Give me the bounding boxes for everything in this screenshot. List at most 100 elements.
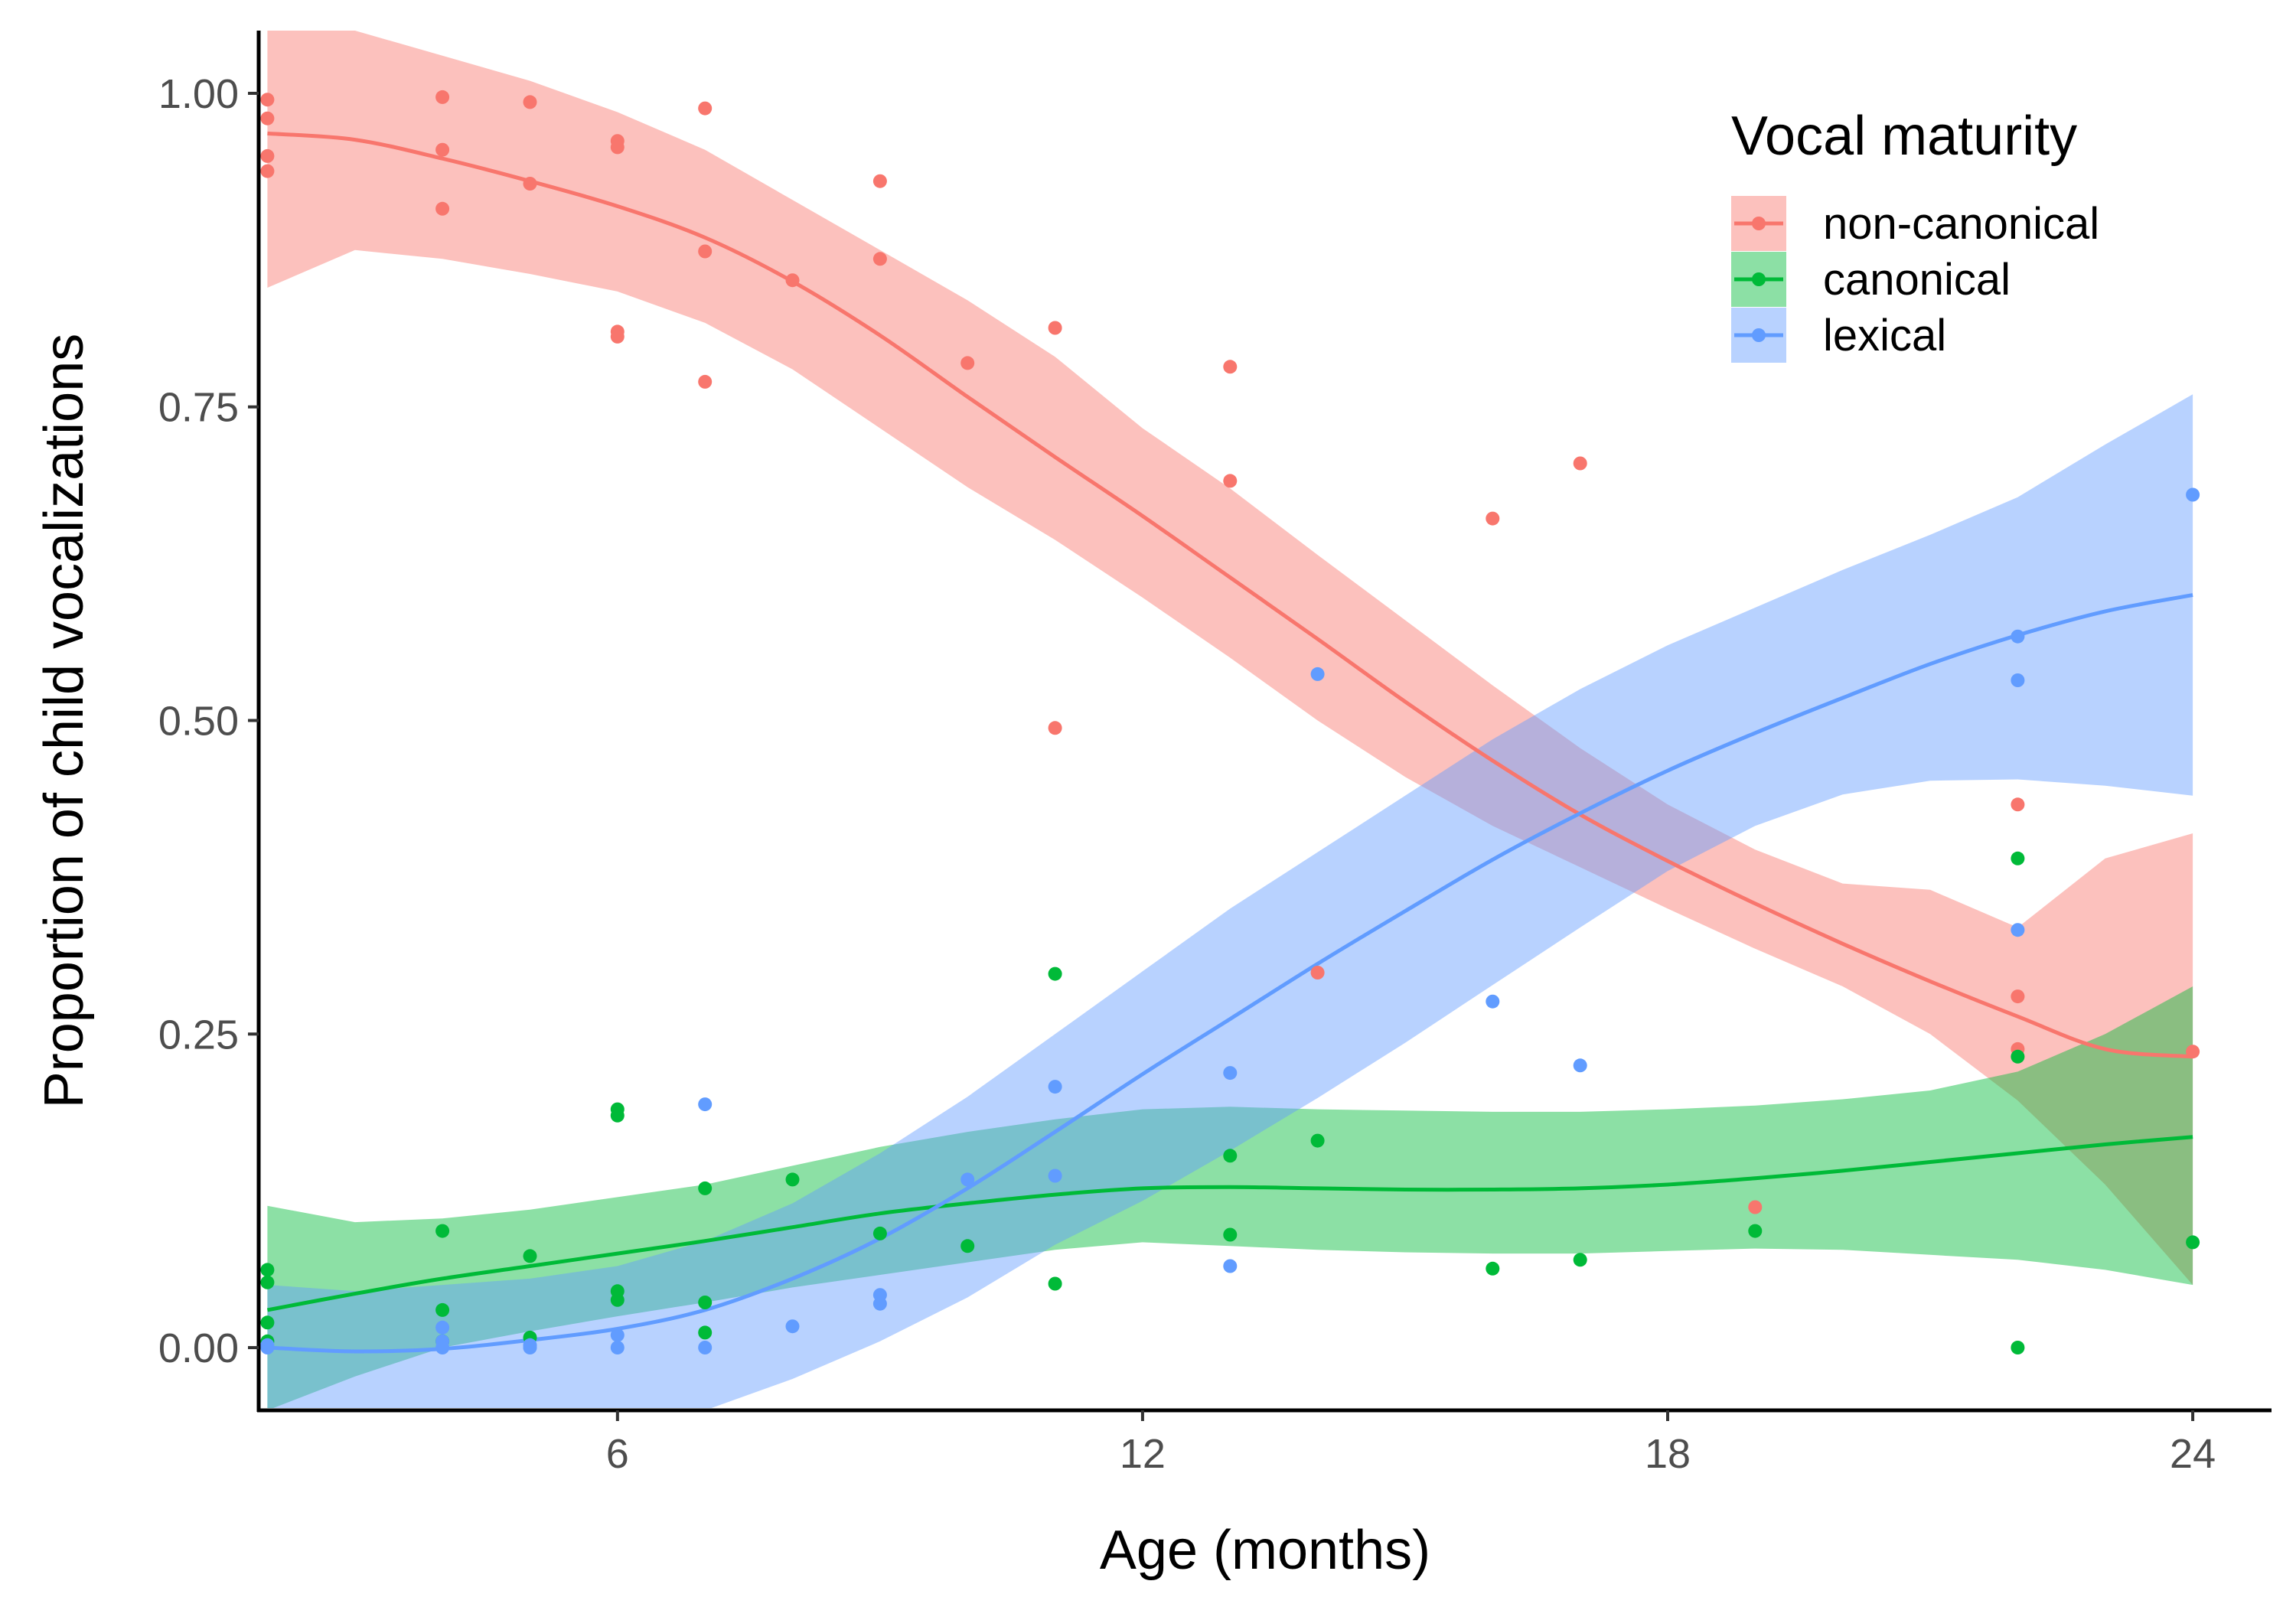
non-canonical-data-point [523,95,537,109]
canonical-legend-label: canonical [1823,255,2011,305]
canonical-data-point [960,1239,975,1253]
non-canonical-data-point [260,148,275,163]
legend: Vocal maturity non-canonical canonical lex… [1731,106,2099,363]
lexical-data-point [1486,994,1500,1009]
canonical-data-point [1223,1227,1238,1242]
non-canonical-data-point [1223,360,1238,374]
non-canonical-legend-key-point [1752,217,1766,230]
y-tick-label: 0.25 [158,1012,239,1058]
canonical-data-point [260,1263,275,1277]
y-tick-label: 0.00 [158,1325,239,1371]
lexical-data-point [872,1296,887,1311]
non-canonical-data-point [872,252,887,266]
non-canonical-data-point [1573,456,1587,471]
canonical-legend-key-point [1752,272,1766,286]
lexical-legend-label: lexical [1823,311,1946,360]
canonical-trend-line [266,1135,2193,1312]
non-canonical-data-point [2011,989,2025,1004]
canonical-data-point [435,1224,450,1238]
confidence-bands [267,31,2193,1408]
x-tick-label: 24 [2170,1431,2216,1477]
y-tick-label: 0.75 [158,385,239,431]
lexical-data-point [1048,1169,1062,1183]
data-points [260,90,2200,1354]
canonical-data-point [260,1275,275,1289]
lexical-data-point [1048,1080,1062,1094]
non-canonical-data-point [872,174,887,188]
non-canonical-data-point [698,244,713,259]
non-canonical-data-point [610,329,625,344]
non-canonical-data-point [785,273,800,288]
lexical-data-point [1573,1058,1587,1073]
canonical-confidence-band [267,986,2193,1408]
lexical-data-point [260,1341,275,1354]
canonical-data-point [1486,1261,1500,1276]
y-tick-label: 1.00 [158,71,239,117]
non-canonical-data-point [523,177,537,191]
non-canonical-data-point [1748,1200,1763,1214]
canonical-data-point [872,1226,887,1240]
x-axis-ticks: 6 12 18 24 [606,1410,2216,1477]
non-canonical-data-point [2186,1045,2200,1059]
non-canonical-data-point [1486,511,1500,526]
lexical-data-point [1223,1066,1238,1081]
non-canonical-confidence-band [267,31,2193,1286]
lexical-data-point [435,1341,450,1354]
lexical-trend-line [267,593,2193,1354]
legend-title: Vocal maturity [1731,106,2077,167]
canonical-data-point [260,1315,275,1330]
lexical-data-point [2011,923,2025,937]
canonical-data-point [1048,1276,1062,1291]
y-tick-label: 0.50 [158,699,239,745]
smooth-lines [266,131,2193,1354]
lexical-data-point [1223,1259,1238,1273]
non-canonical-data-point [1223,474,1238,488]
lexical-legend-key-point [1752,328,1766,342]
non-canonical-data-point [1048,321,1062,335]
canonical-data-point [1310,1133,1325,1148]
y-axis-ticks: 0.00 0.25 0.50 0.75 1.00 [158,71,259,1371]
canonical-data-point [785,1172,800,1187]
canonical-data-point [1048,966,1062,981]
non-canonical-data-point [435,90,450,104]
non-canonical-data-point [1310,966,1325,980]
canonical-data-point [2011,1341,2025,1354]
lexical-confidence-band [267,394,2193,1408]
non-canonical-data-point [435,201,450,216]
lexical-data-point [2186,487,2200,502]
x-tick-label: 18 [1645,1431,1691,1477]
non-canonical-data-point [260,164,275,178]
lexical-data-point [610,1341,625,1354]
non-canonical-data-point [698,374,713,389]
lexical-data-point [2011,673,2025,687]
canonical-data-point [698,1325,713,1340]
canonical-data-point [2011,851,2025,865]
y-axis-title: Proportion of child vocalizations [34,334,95,1109]
non-canonical-data-point [260,93,275,107]
lexical-data-point [523,1341,537,1354]
canonical-data-point [1748,1224,1763,1238]
non-canonical-data-point [260,111,275,125]
non-canonical-trend-line [267,131,2193,1059]
lexical-data-point [960,1172,975,1187]
non-canonical-data-point [960,356,975,370]
lexical-data-point [2011,629,2025,644]
lexical-data-point [1310,667,1325,681]
lexical-data-point [698,1097,713,1112]
non-canonical-legend-label: non-canonical [1823,199,2099,249]
canonical-data-point [1223,1149,1238,1163]
non-canonical-data-point [610,140,625,155]
canonical-data-point [610,1292,625,1307]
lexical-data-point [785,1319,800,1334]
canonical-data-point [698,1181,713,1195]
non-canonical-data-point [435,142,450,157]
canonical-data-point [610,1108,625,1123]
canonical-data-point [523,1249,537,1263]
canonical-data-point [1573,1253,1587,1267]
x-tick-label: 12 [1120,1431,1166,1477]
non-canonical-data-point [2011,797,2025,812]
lexical-data-point [610,1328,625,1342]
canonical-data-point [698,1296,713,1309]
lexical-data-point [435,1320,450,1335]
